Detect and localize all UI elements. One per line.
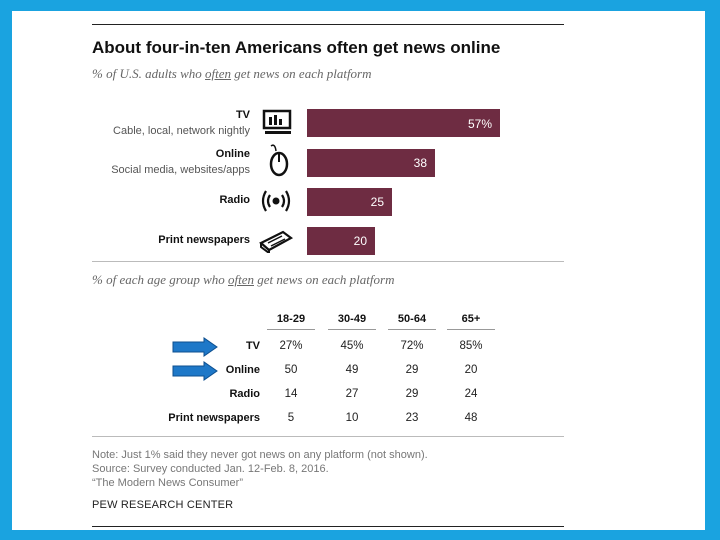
top-rule (92, 24, 564, 25)
bar-value-tv: 57% (467, 117, 492, 131)
newspaper-icon (259, 230, 294, 253)
col-head-65plus: 65+ (461, 313, 481, 325)
section-divider (92, 261, 564, 262)
subtitle-platform: % of U.S. adults who often get news on e… (92, 66, 372, 81)
col-head-18-29: 18-29 (276, 313, 306, 325)
col-underline (447, 329, 495, 330)
bar-label-online: Online (215, 148, 250, 160)
subtitle-age: % of each age group who often get news o… (92, 272, 395, 287)
bottom-rule (92, 526, 564, 527)
bar-value-print: 20 (353, 234, 367, 248)
bar-desc-tv: Cable, local, network nightly (113, 125, 250, 137)
arrow-online (172, 361, 218, 381)
bar-value-online: 38 (413, 156, 427, 170)
bar-tv (307, 109, 500, 137)
row-label-print: Print newspapers (168, 412, 260, 424)
bar-label-print: Print newspapers (158, 234, 250, 246)
bar-online (307, 149, 435, 177)
arrow-tv (172, 337, 218, 357)
cell-print-18-29: 5 (287, 412, 295, 424)
notes-divider (92, 436, 564, 437)
col-underline (328, 329, 376, 330)
cell-radio-18-29: 14 (284, 388, 298, 400)
bar-label-radio: Radio (219, 194, 250, 206)
bar-print (307, 227, 375, 255)
row-label-online: Online (225, 364, 260, 376)
chart-title: About four-in-ten Americans often get ne… (92, 38, 501, 57)
source-text: Source: Survey conducted Jan. 12-Feb. 8,… (92, 463, 329, 475)
row-label-tv: TV (245, 340, 260, 352)
bar-radio (307, 188, 392, 216)
col-head-30-49: 30-49 (337, 313, 367, 325)
cell-radio-65plus: 24 (464, 388, 478, 400)
cell-online-50-64: 29 (405, 364, 419, 376)
mouse-icon (269, 144, 289, 177)
cell-print-30-49: 10 (345, 412, 359, 424)
cell-online-30-49: 49 (345, 364, 359, 376)
cell-tv-18-29: 27% (279, 340, 303, 352)
cell-tv-30-49: 45% (340, 340, 364, 352)
col-underline (267, 329, 315, 330)
cell-print-65plus: 48 (464, 412, 478, 424)
slide (12, 11, 705, 530)
cell-radio-50-64: 29 (405, 388, 419, 400)
radio-icon (261, 190, 291, 212)
cell-radio-30-49: 27 (345, 388, 359, 400)
bar-value-radio: 25 (370, 195, 384, 209)
cell-tv-50-64: 72% (400, 340, 424, 352)
cell-tv-65plus: 85% (459, 340, 483, 352)
bar-desc-online: Social media, websites/apps (111, 164, 250, 176)
bar-label-tv: TV (235, 109, 250, 121)
report-title-text: “The Modern News Consumer” (92, 477, 243, 489)
col-head-50-64: 50-64 (397, 313, 427, 325)
col-underline (388, 329, 436, 330)
tv-icon (262, 109, 292, 134)
cell-online-18-29: 50 (284, 364, 298, 376)
brand-label: PEW RESEARCH CENTER (92, 499, 234, 511)
cell-print-50-64: 23 (405, 412, 419, 424)
note-text: Note: Just 1% said they never got news o… (92, 449, 428, 461)
cell-online-65plus: 20 (464, 364, 478, 376)
row-label-radio: Radio (229, 388, 260, 400)
